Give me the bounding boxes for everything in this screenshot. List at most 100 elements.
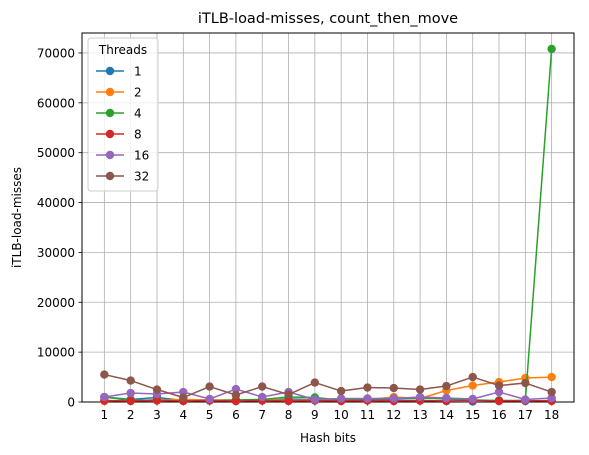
data-point (258, 382, 267, 391)
data-point (100, 370, 109, 379)
x-tick-label: 1 (101, 408, 109, 422)
data-point (231, 390, 241, 400)
legend-item-4: 4 (96, 107, 142, 121)
series-line (104, 388, 552, 401)
legend-marker (105, 129, 115, 139)
legend-item-2: 2 (96, 86, 142, 100)
data-point (336, 386, 346, 396)
x-tick-label: 14 (439, 408, 454, 422)
legend-label: 1 (134, 65, 142, 79)
legend-marker (105, 66, 115, 76)
y-tick-label: 20000 (37, 296, 75, 310)
legend: Threads 1 2 4 8 16 32 (87, 37, 159, 192)
y-tick-label: 70000 (37, 46, 75, 60)
data-point (389, 383, 398, 393)
x-tick-label: 12 (386, 408, 401, 422)
data-point (126, 388, 135, 398)
legend-label: 4 (134, 107, 142, 121)
data-point (100, 392, 109, 402)
data-point (179, 393, 188, 402)
legend-marker (105, 171, 115, 181)
data-point (547, 372, 556, 382)
data-point (363, 383, 372, 392)
x-tick-label: 17 (518, 408, 533, 422)
axis-ticks: 1 2 3 4 5 6 7 8 9 10 11 12 13 14 15 16 17 180100002000030… (37, 46, 559, 422)
data-point (231, 384, 241, 394)
x-tick-label: 4 (179, 408, 187, 422)
data-point (494, 381, 504, 390)
legend-title: Threads (98, 43, 147, 57)
data-point (126, 376, 135, 385)
x-tick-label: 9 (311, 408, 319, 422)
legend-marker (105, 87, 115, 97)
x-tick-label: 5 (206, 408, 214, 422)
y-axis-label: iTLB-load-misses (10, 167, 24, 268)
x-tick-label: 11 (360, 408, 375, 422)
y-tick-label: 10000 (37, 346, 75, 360)
x-tick-label: 8 (285, 408, 293, 422)
x-tick-label: 13 (412, 408, 427, 422)
legend-marker (105, 150, 115, 160)
data-point (547, 393, 556, 403)
data-point (336, 394, 346, 403)
series (100, 44, 556, 406)
y-tick-label: 30000 (37, 246, 75, 260)
x-tick-label: 3 (153, 408, 161, 422)
data-point (363, 394, 372, 403)
series-line (104, 373, 552, 399)
legend-item-1: 1 (96, 65, 142, 79)
legend-label: 8 (134, 128, 142, 142)
x-axis-label: Hash bits (300, 431, 356, 445)
plot-frame (81, 32, 575, 403)
x-tick-label: 16 (491, 408, 506, 422)
data-point (468, 381, 477, 390)
data-point (284, 390, 293, 399)
data-point (494, 396, 504, 406)
legend-label: 16 (134, 149, 149, 163)
y-tick-label: 0 (67, 396, 75, 410)
series-line (104, 399, 552, 402)
data-point (494, 387, 504, 397)
data-point (389, 394, 398, 403)
y-tick-label: 50000 (37, 146, 75, 160)
legend-label: 2 (134, 86, 142, 100)
data-point (442, 393, 451, 403)
legend-marker (105, 108, 115, 118)
data-point (310, 378, 320, 387)
chart-title: iTLB-load-misses, count_then_move (198, 11, 458, 27)
x-tick-label: 2 (127, 408, 135, 422)
data-point (152, 396, 162, 405)
data-point (468, 394, 477, 404)
x-tick-label: 10 (334, 408, 349, 422)
data-point (521, 378, 530, 388)
data-point (284, 396, 293, 406)
data-point (415, 392, 425, 402)
legend-box (87, 37, 159, 192)
y-tick-label: 40000 (37, 196, 75, 210)
data-point (415, 385, 425, 394)
data-point (468, 372, 477, 382)
legend-item-32: 32 (96, 170, 149, 184)
series-32-threads (100, 370, 556, 402)
legend-label: 32 (134, 170, 149, 184)
data-point (205, 394, 214, 404)
x-tick-label: 18 (544, 408, 559, 422)
y-tick-label: 60000 (37, 96, 75, 110)
data-point (152, 385, 162, 394)
data-point (126, 396, 135, 406)
x-tick-label: 7 (258, 408, 266, 422)
data-point (258, 392, 267, 402)
legend-item-8: 8 (96, 128, 142, 142)
legend-item-16: 16 (96, 149, 149, 163)
data-point (442, 381, 451, 391)
data-point (231, 396, 241, 406)
x-tick-label: 6 (232, 408, 240, 422)
data-point (521, 395, 530, 404)
data-point (310, 395, 320, 404)
data-point (547, 387, 556, 397)
data-point (547, 44, 556, 54)
data-point (205, 382, 214, 391)
x-tick-label: 15 (465, 408, 480, 422)
